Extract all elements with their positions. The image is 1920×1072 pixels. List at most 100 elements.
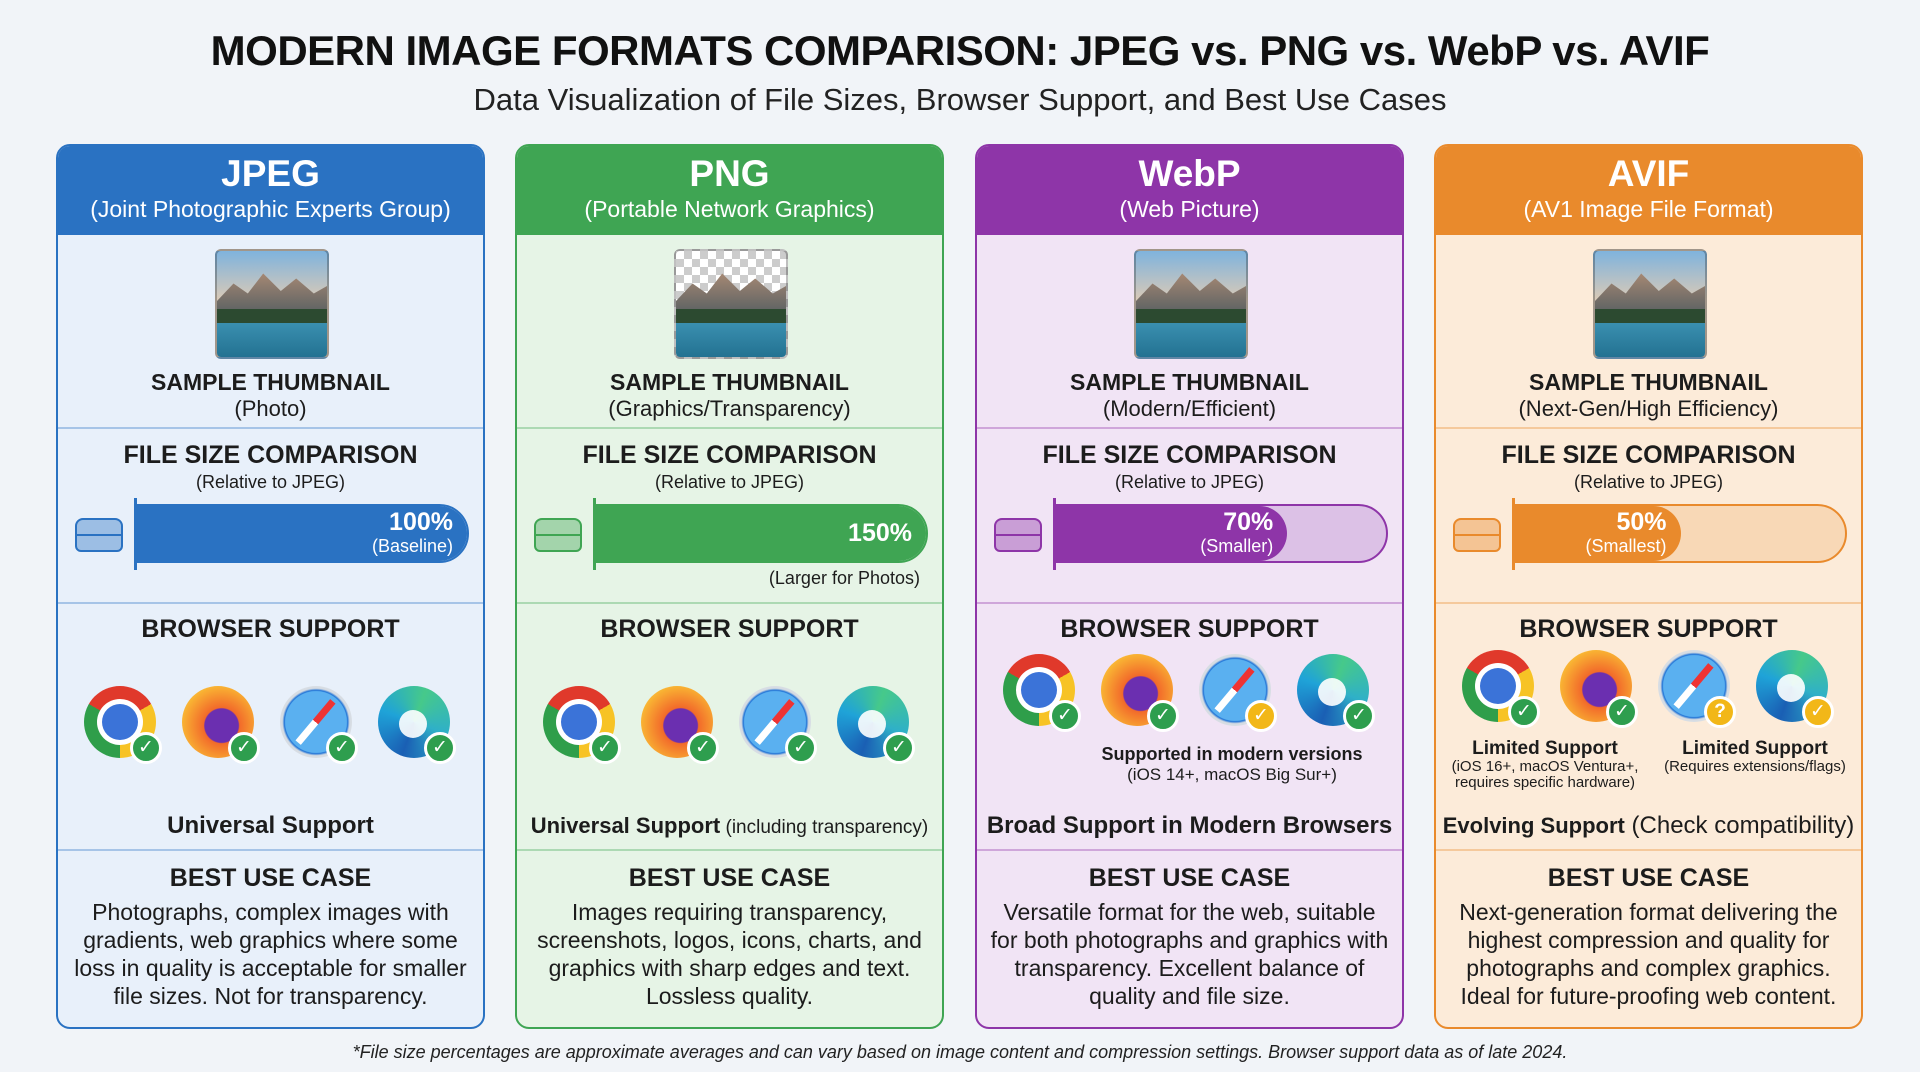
check-badge-icon: ✓ (1343, 700, 1375, 732)
bar-axis (134, 498, 137, 570)
check-badge-icon: ✓ (1508, 696, 1540, 728)
thumbnail-note: (Photo) (234, 396, 307, 421)
thumbnail-note: (Next-Gen/High Efficiency) (1518, 396, 1779, 421)
thumbnail-note: (Modern/Efficient) (1102, 396, 1277, 421)
check-badge-icon: ✓ (883, 732, 915, 764)
file-size-title: FILE SIZE COMPARISON (1501, 441, 1796, 469)
check-badge-icon: ✓ (785, 732, 817, 764)
drive-icon (534, 518, 582, 552)
format-name: PNG (689, 153, 770, 194)
file-size-title: FILE SIZE COMPARISON (582, 441, 877, 469)
chrome-icon: ✓ (1003, 654, 1081, 732)
chrome-icon: ✓ (84, 686, 162, 764)
best-use-text: Next-generation format delivering the hi… (1459, 899, 1838, 1009)
support-note: Limited Support (Requires extensions/fla… (1652, 738, 1858, 775)
support-note: Limited Support (iOS 16+, macOS Ventura+… (1442, 738, 1648, 791)
best-use-title: BEST USE CASE (1088, 864, 1291, 892)
drive-icon (1453, 518, 1501, 552)
bar-axis (1053, 498, 1056, 570)
sample-thumbnail-image (1593, 249, 1707, 359)
card-header: WebP (Web Picture) (977, 146, 1402, 235)
sample-thumbnail-image (1134, 249, 1248, 359)
browser-support-title: BROWSER SUPPORT (1519, 615, 1778, 643)
card-header: AVIF (AV1 Image File Format) (1436, 146, 1861, 235)
file-size-bar-fill: 50% (Smallest) (1516, 506, 1681, 561)
divider (517, 849, 942, 851)
file-size-subtitle: (Relative to JPEG) (1573, 472, 1724, 492)
check-badge-icon: ✓ (130, 732, 162, 764)
edge-icon: ✓ (378, 686, 456, 764)
divider (1436, 427, 1861, 429)
safari-icon: ✓ (280, 686, 358, 764)
best-use-text: Images requiring transparency, screensho… (537, 899, 922, 1009)
support-note-title: Supported in modern versions (1101, 744, 1363, 764)
support-note-text: (iOS 16+, macOS Ventura+, requires speci… (1451, 758, 1639, 791)
firefox-icon: ✓ (1101, 654, 1179, 732)
format-full-name: (Web Picture) (1119, 196, 1260, 222)
file-size-subtitle: (Relative to JPEG) (1114, 472, 1265, 492)
file-size-bar: 50% (Smallest) (1514, 504, 1847, 563)
card-jpeg: JPEG (Joint Photographic Experts Group) … (56, 144, 485, 1029)
edge-icon: ✓ (837, 686, 915, 764)
browser-support-title: BROWSER SUPPORT (1060, 615, 1319, 643)
format-full-name: (Joint Photographic Experts Group) (90, 196, 451, 222)
file-size-subtitle: (Relative to JPEG) (195, 472, 346, 492)
chrome-icon: ✓ (543, 686, 621, 764)
check-badge-icon: ✓ (1802, 696, 1834, 728)
support-summary-detail: (including transparency) (720, 817, 929, 838)
browser-support-title: BROWSER SUPPORT (141, 615, 400, 643)
support-summary-bold: Evolving Support (1442, 813, 1625, 838)
divider (517, 602, 942, 604)
file-size-subtitle: (Relative to JPEG) (654, 472, 805, 492)
support-summary-bold: Universal Support (167, 812, 374, 839)
file-size-bar: 70% (Smaller) (1055, 504, 1388, 563)
safari-icon: ✓ (739, 686, 817, 764)
file-size-bar: 100% (Baseline) (136, 504, 469, 563)
safari-icon: ? (1658, 650, 1736, 728)
support-summary-bold: Universal Support (530, 813, 721, 838)
check-badge-icon: ✓ (1049, 700, 1081, 732)
support-note-title: Limited Support (1472, 738, 1618, 759)
divider (1436, 602, 1861, 604)
support-note-text: (iOS 14+, macOS Big Sur+) (1127, 765, 1337, 784)
divider (517, 427, 942, 429)
file-size-value: 150% (848, 519, 912, 547)
check-badge-icon: ✓ (1606, 696, 1638, 728)
divider (58, 849, 483, 851)
card-avif: AVIF (AV1 Image File Format) SAMPLE THUM… (1434, 144, 1863, 1029)
best-use-title: BEST USE CASE (1547, 864, 1750, 892)
divider (977, 427, 1402, 429)
file-size-value: 50% (1616, 508, 1667, 536)
best-use-text: Photographs, complex images with gradien… (74, 899, 467, 1009)
edge-icon: ✓ (1297, 654, 1375, 732)
check-badge-icon: ✓ (424, 732, 456, 764)
page-title: MODERN IMAGE FORMATS COMPARISON: JPEG vs… (210, 27, 1710, 74)
sample-thumbnail-image (215, 249, 329, 359)
divider (58, 427, 483, 429)
sample-thumbnail-image (674, 249, 788, 359)
check-badge-icon: ✓ (326, 732, 358, 764)
firefox-icon: ✓ (641, 686, 719, 764)
page-subtitle: Data Visualization of File Sizes, Browse… (473, 82, 1447, 117)
file-size-title: FILE SIZE COMPARISON (123, 441, 418, 469)
support-summary-bold: Broad Support in Modern Browsers (986, 812, 1393, 839)
question-badge-icon: ? (1704, 696, 1736, 728)
support-note-text: (Requires extensions/flags) (1664, 758, 1846, 775)
divider (977, 602, 1402, 604)
chrome-icon: ✓ (1462, 650, 1540, 728)
check-badge-icon: ✓ (228, 732, 260, 764)
format-full-name: (AV1 Image File Format) (1523, 196, 1774, 222)
file-size-bar: 150% (595, 504, 928, 563)
check-badge-icon: ✓ (687, 732, 719, 764)
drive-icon (994, 518, 1042, 552)
support-summary: Broad Support in Modern Browsers (977, 812, 1402, 840)
card-webp: WebP (Web Picture) SAMPLE THUMBNAIL (Mod… (975, 144, 1404, 1029)
bar-axis (1512, 498, 1515, 570)
thumbnail-label: SAMPLE THUMBNAIL (1070, 369, 1309, 395)
check-badge-icon: ✓ (1147, 700, 1179, 732)
divider (58, 602, 483, 604)
drive-icon (75, 518, 123, 552)
divider (1436, 849, 1861, 851)
best-use-text: Versatile format for the web, suitable f… (990, 899, 1389, 1009)
support-note-title: Limited Support (1682, 738, 1828, 759)
